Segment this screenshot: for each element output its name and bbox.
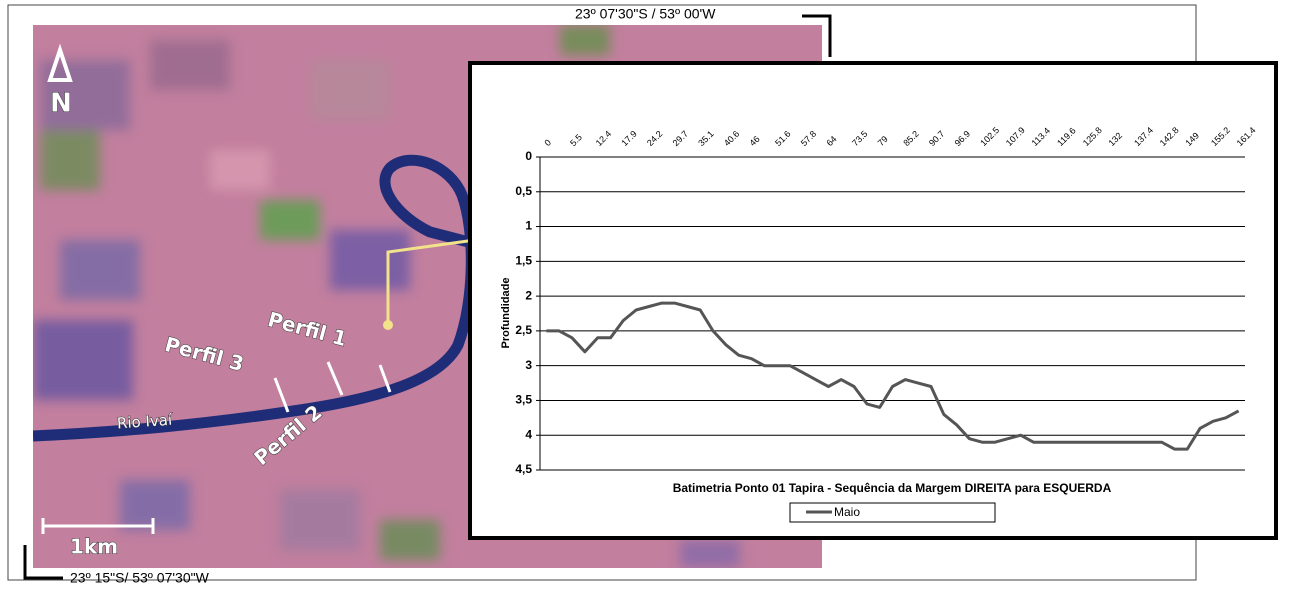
y-tick-label: 4,5	[515, 462, 532, 476]
y-tick-label: 1	[525, 219, 532, 233]
data-line	[546, 301, 1240, 451]
north-label: N	[50, 89, 72, 119]
y-tick-label: 2,5	[515, 323, 532, 337]
y-tick-label: 3,5	[515, 393, 532, 407]
y-tick-label: 0	[525, 149, 532, 163]
corner-bracket	[802, 14, 832, 57]
map-label: Rio Ivaí	[116, 411, 173, 433]
scale-label: 1km	[70, 535, 118, 559]
coordinate-label: 23º 07'30"S / 53º 00'W	[575, 6, 716, 22]
coordinate-label: 23º 15"S/ 53º 07'30"W	[70, 570, 210, 586]
x-tick-label: 0	[542, 137, 553, 148]
legend-label: Maio	[834, 505, 860, 519]
chart-title: Batimetria Ponto 01 Tapira - Sequência d…	[673, 481, 1112, 495]
y-tick-label: 0,5	[515, 184, 532, 198]
chart-panel	[468, 61, 1278, 540]
y-tick-label: 4	[525, 427, 532, 441]
y-axis-label: Profundidade	[500, 278, 512, 349]
corner-bracket	[23, 545, 63, 580]
y-tick-label: 3	[525, 358, 532, 372]
y-tick-label: 1,5	[515, 254, 532, 268]
legend-box	[789, 502, 996, 523]
y-tick-label: 2	[525, 288, 532, 302]
